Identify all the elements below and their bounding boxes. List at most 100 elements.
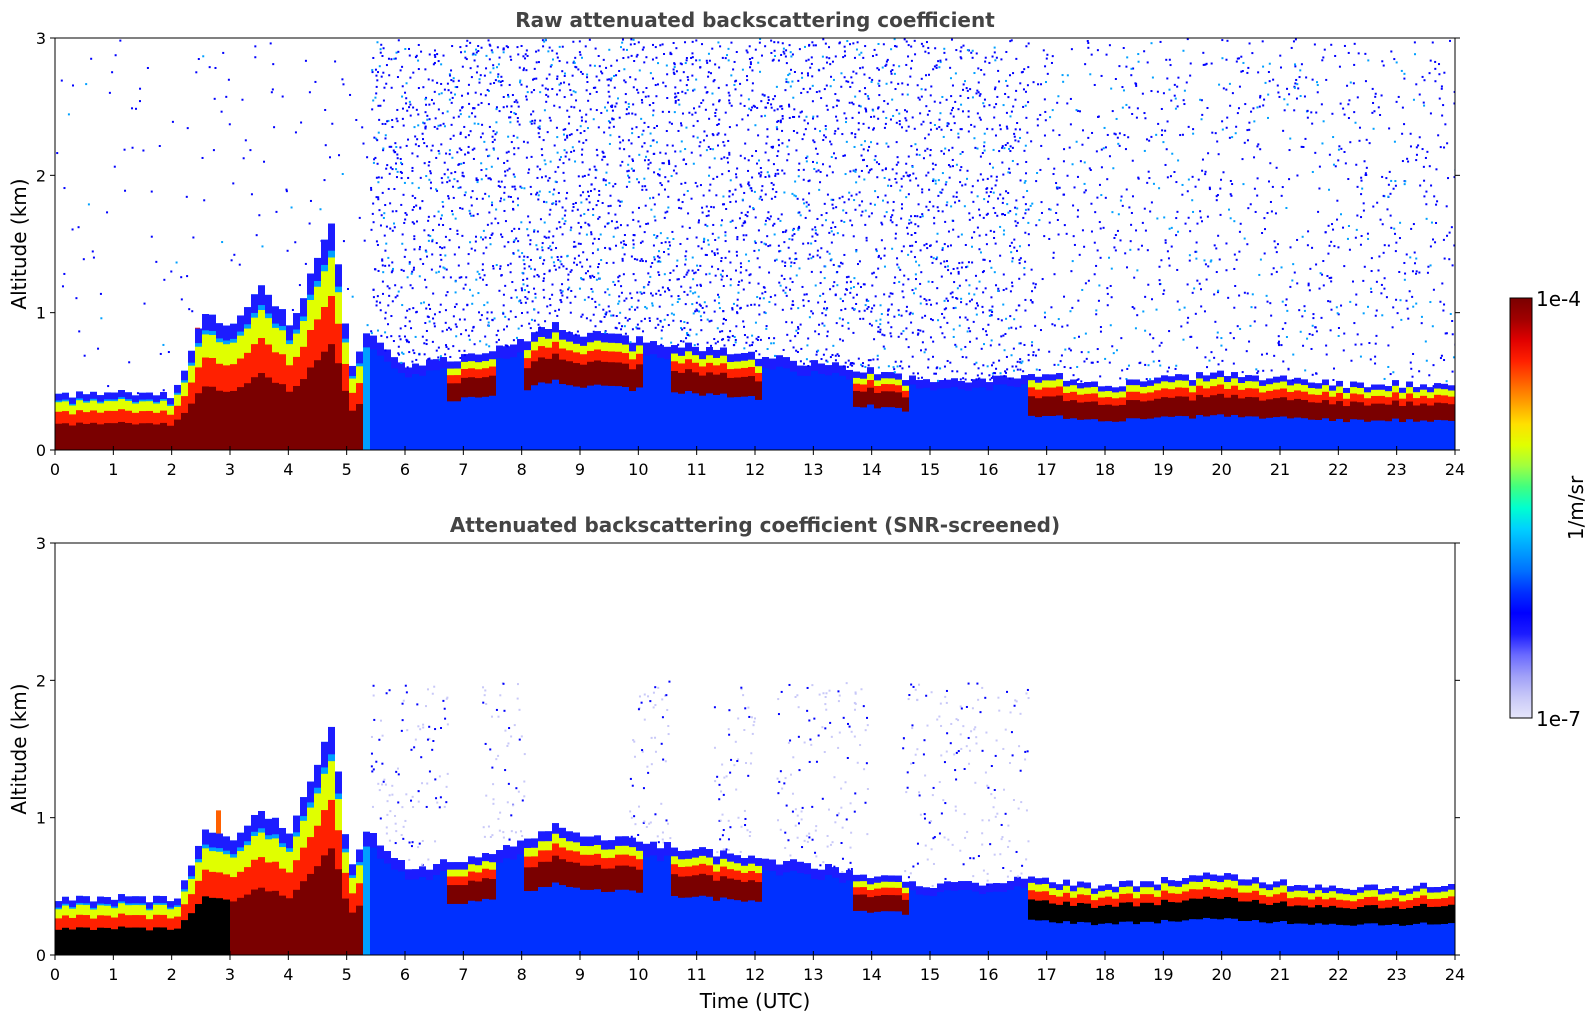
raw-noise xyxy=(614,182,617,185)
raw-noise xyxy=(861,200,864,203)
raw-noise xyxy=(438,152,441,155)
raw-noise xyxy=(433,54,436,57)
raw-noise xyxy=(657,62,660,65)
raw-noise xyxy=(962,44,965,47)
raw-noise xyxy=(399,146,402,149)
raw-noise xyxy=(718,307,721,310)
raw-noise xyxy=(480,236,483,239)
raw-noise xyxy=(385,167,388,170)
raw-noise xyxy=(1073,243,1076,246)
raw-noise xyxy=(805,293,808,296)
raw-layer-edge xyxy=(300,298,307,317)
raw-noise xyxy=(552,261,555,264)
raw-noise xyxy=(1136,314,1139,317)
raw-noise xyxy=(965,356,968,359)
raw-noise xyxy=(779,284,782,287)
raw-noise xyxy=(722,338,725,341)
raw-noise xyxy=(729,220,732,223)
raw-noise xyxy=(1171,152,1174,155)
raw-noise xyxy=(686,271,689,274)
raw-noise xyxy=(439,265,442,268)
raw-noise xyxy=(659,182,662,185)
raw-noise xyxy=(795,257,798,260)
raw-cloud-edge xyxy=(1070,385,1077,394)
raw-noise xyxy=(928,200,931,203)
raw-noise xyxy=(757,282,760,285)
raw-noise xyxy=(1136,269,1139,272)
raw-noise xyxy=(1034,286,1037,289)
raw-noise xyxy=(927,366,930,369)
raw-noise xyxy=(750,189,753,192)
raw-noise xyxy=(657,289,660,292)
raw-noise xyxy=(856,263,859,266)
raw-cloud-edge xyxy=(1077,388,1084,397)
raw-noise xyxy=(588,201,591,204)
raw-cloud-edge xyxy=(699,359,706,369)
raw-noise xyxy=(667,195,670,198)
raw-noise xyxy=(850,76,853,79)
raw-noise xyxy=(1106,292,1109,295)
raw-noise xyxy=(1024,260,1027,263)
raw-noise xyxy=(373,158,376,161)
raw-noise xyxy=(523,267,526,270)
raw-noise xyxy=(841,339,844,342)
raw-cloud-core xyxy=(1084,401,1091,420)
raw-noise xyxy=(997,287,1000,290)
raw-noise xyxy=(887,145,890,148)
raw-noise xyxy=(705,205,708,208)
raw-cloud-mid xyxy=(587,350,594,364)
raw-noise xyxy=(1188,259,1191,262)
raw-noise xyxy=(607,84,610,87)
raw-noise xyxy=(641,101,644,104)
raw-noise xyxy=(872,109,875,112)
raw-noise xyxy=(697,295,700,298)
raw-noise xyxy=(798,162,801,165)
raw-noise xyxy=(910,321,913,324)
raw-layer-edge xyxy=(342,323,349,339)
raw-noise xyxy=(1159,40,1162,43)
raw-noise xyxy=(594,300,597,303)
raw-noise xyxy=(983,132,986,135)
raw-noise xyxy=(375,92,378,95)
raw-noise xyxy=(1006,142,1009,145)
raw-noise xyxy=(751,154,754,157)
raw-noise xyxy=(495,341,498,344)
raw-noise xyxy=(676,259,679,262)
raw-noise xyxy=(522,283,525,286)
raw-noise xyxy=(857,282,860,285)
raw-noise xyxy=(587,270,590,273)
raw-noise xyxy=(541,176,544,179)
raw-noise xyxy=(858,104,861,107)
raw-noise xyxy=(853,56,856,59)
raw-layer-edge xyxy=(475,354,482,367)
raw-noise xyxy=(798,115,801,118)
raw-noise xyxy=(1029,204,1032,207)
raw-noise xyxy=(418,248,421,251)
raw-noise xyxy=(832,263,835,266)
raw-noise xyxy=(396,153,399,156)
raw-layer-edge xyxy=(839,365,846,376)
raw-noise xyxy=(1134,327,1137,330)
raw-noise xyxy=(929,336,932,339)
raw-noise xyxy=(987,323,990,326)
raw-noise xyxy=(767,174,770,177)
raw-cloud-edge xyxy=(1056,379,1063,389)
raw-noise xyxy=(483,140,486,143)
raw-noise xyxy=(375,196,378,199)
raw-noise xyxy=(518,300,521,303)
raw-noise xyxy=(374,96,377,99)
raw-noise xyxy=(413,235,416,238)
raw-noise xyxy=(982,216,985,219)
raw-noise xyxy=(460,333,463,336)
raw-noise xyxy=(544,175,547,178)
raw-noise xyxy=(342,240,345,243)
raw-noise xyxy=(452,116,455,119)
raw-noise xyxy=(910,145,913,148)
raw-noise xyxy=(747,182,750,185)
raw-noise xyxy=(439,303,442,306)
raw-noise xyxy=(685,59,688,62)
raw-noise xyxy=(728,94,731,97)
raw-noise xyxy=(1039,329,1042,332)
raw-cloud-mid xyxy=(69,414,76,428)
raw-cloud-core xyxy=(125,423,132,450)
